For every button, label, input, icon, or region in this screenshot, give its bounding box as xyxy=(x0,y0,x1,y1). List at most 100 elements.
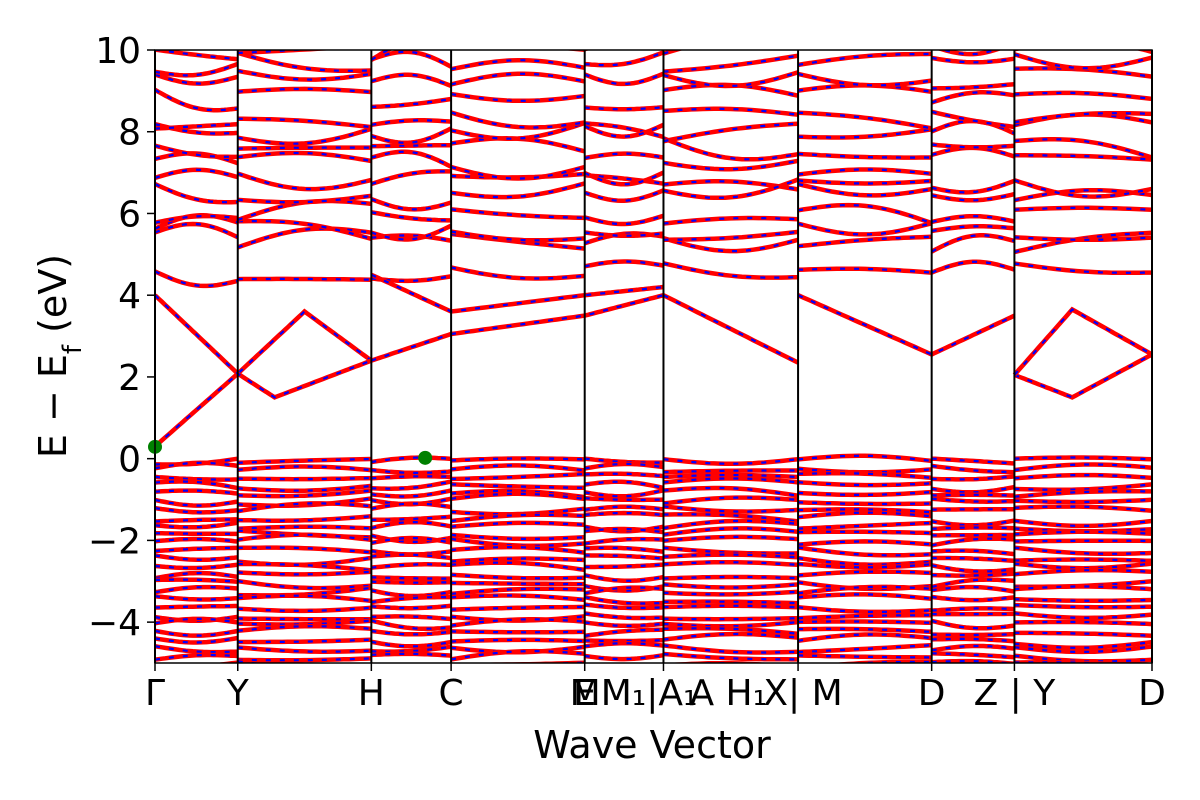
highlight-point-1 xyxy=(418,450,433,465)
valence-band-12-6-red xyxy=(797,555,932,567)
upper-band-7-6-red xyxy=(797,151,932,160)
y-axis: −4 −2 0 2 4 6 8 10 xyxy=(88,31,155,644)
valence-band-17-1-red xyxy=(237,593,372,604)
upper-band-9-3-blue xyxy=(450,111,585,129)
y-tick-label-1: −2 xyxy=(88,521,141,562)
valence-band-18-6-red xyxy=(797,605,932,615)
valence-band-8-6-red xyxy=(797,520,932,531)
upper-band-3-0-blue xyxy=(155,215,238,224)
valence-band-16-3-red xyxy=(450,586,585,597)
y-axis-title: E − Ef (eV) xyxy=(31,254,88,458)
valence-band-23-4-red xyxy=(584,640,664,649)
valence-band-0-1-red xyxy=(237,456,372,466)
upper-band-1-5-blue xyxy=(663,237,799,253)
valence-band-14-7-red xyxy=(931,571,1015,578)
valence-band-12-3-red xyxy=(450,556,585,564)
x-tick-label-3: C xyxy=(439,673,464,714)
upper-band-4-7-blue xyxy=(931,193,1015,202)
y-tick-label-3: 2 xyxy=(118,358,141,399)
upper-band-8-2-red xyxy=(370,126,453,146)
upper-band-2-5-blue xyxy=(663,230,799,241)
valence-band-22-6-red xyxy=(797,632,932,644)
valence-band-4-0-red xyxy=(155,488,238,496)
upper-band-3-7-blue xyxy=(931,215,1015,223)
valence-band-0-3-red xyxy=(451,456,585,463)
valence-band-19-5-blue xyxy=(663,617,799,621)
upper-band-10-8-blue xyxy=(1014,91,1152,100)
upper-band-7-4-red xyxy=(584,151,664,161)
valence-band-22-2-red xyxy=(370,639,452,649)
valence-band-24-0-red xyxy=(155,652,238,662)
valence-band-2-5-blue xyxy=(663,473,799,479)
valence-band-6-6-red xyxy=(798,507,932,515)
upper-band-11-0-blue xyxy=(155,73,239,85)
upper-band-1-7-blue xyxy=(931,234,1015,253)
valence-band-0-2-red xyxy=(370,455,452,465)
valence-band-5-6-red xyxy=(798,500,932,507)
upper-band-11-4-red xyxy=(583,71,665,87)
valence-band-18-2-red xyxy=(371,603,452,611)
upper-band-7-0-blue xyxy=(155,144,238,158)
valence-band-3-8-blue xyxy=(1014,483,1152,491)
valence-band-10-2-red xyxy=(370,535,452,546)
conduction-band-c1-red xyxy=(155,308,373,449)
valence-band-21-4-red xyxy=(584,627,664,639)
valence-band-13-7-blue xyxy=(931,564,1015,573)
upper-band-5-5-blue xyxy=(663,178,799,199)
valence-band-3-8-red xyxy=(1014,482,1152,493)
valence-band-10-0-red xyxy=(155,536,238,544)
valence-band-8-5-blue xyxy=(663,519,799,530)
upper-band-13-3-red xyxy=(562,50,585,52)
valence-band-13-8-red xyxy=(1014,561,1152,571)
valence-band-23-0-red xyxy=(155,643,238,655)
valence-band-14-0-blue xyxy=(155,571,238,580)
valence-band-20-0-red xyxy=(155,616,239,626)
upper-band-10-7-blue xyxy=(931,91,1015,104)
valence-band-22-1-red xyxy=(237,637,372,645)
upper-band-4-6-red xyxy=(797,181,933,198)
valence-band-23-6-red xyxy=(797,642,932,655)
valence-band-25-5-blue xyxy=(687,662,754,663)
upper-band-2-8-blue xyxy=(1014,236,1152,241)
valence-band-21-8-blue xyxy=(1014,631,1152,637)
valence-band-24-6-red xyxy=(798,653,932,660)
upper-band-2-6-blue xyxy=(797,222,932,236)
upper-band-8-6-red xyxy=(798,127,933,140)
upper-band-6-2-red xyxy=(370,149,453,169)
valence-band-12-7-red xyxy=(931,555,1015,564)
upper-band-4-3-blue xyxy=(450,182,585,199)
valence-band-3-0-red xyxy=(155,479,239,491)
valence-band-23-1-red xyxy=(237,645,372,654)
upper-band-0-8-red xyxy=(1014,261,1152,276)
upper-band-1-1-blue xyxy=(237,227,372,249)
valence-band-6-1-red xyxy=(237,501,372,514)
valence-band-24-5-blue xyxy=(663,652,799,661)
x-tick-label-2: H xyxy=(358,673,385,714)
upper-band-4-2-red xyxy=(370,196,452,212)
upper-band-6-4-blue xyxy=(584,171,664,186)
upper-band-10-8-red xyxy=(1014,90,1152,102)
valence-band-15-0-red xyxy=(155,577,238,585)
valence-band-20-5-blue xyxy=(663,621,799,628)
upper-band-6-3-blue xyxy=(450,165,585,180)
upper-band-10-3-red xyxy=(450,91,585,104)
valence-band-24-7-red xyxy=(931,651,1015,660)
valence-band-1-4-red xyxy=(584,461,664,471)
valence-band-5-3-red xyxy=(450,491,585,502)
valence-band-4-7-red xyxy=(931,492,1015,498)
valence-band-4-2-red xyxy=(371,488,452,499)
valence-band-2-8-red xyxy=(1014,472,1152,481)
upper-band-5-2-red xyxy=(370,169,452,187)
valence-band-19-2-red xyxy=(371,614,452,622)
upper-band-6-1-red xyxy=(237,150,372,164)
valence-band-22-8-blue xyxy=(1014,641,1152,649)
valence-band-22-5-blue xyxy=(663,632,799,641)
upper-band-10-0-blue xyxy=(155,88,238,112)
upper-band-13-0-red xyxy=(155,50,238,62)
valence-band-0-6-red xyxy=(797,453,932,464)
valence-band-7-2-red xyxy=(371,514,452,523)
valence-band-6-4-red xyxy=(584,504,664,513)
y-tick-label-4: 4 xyxy=(118,276,141,317)
